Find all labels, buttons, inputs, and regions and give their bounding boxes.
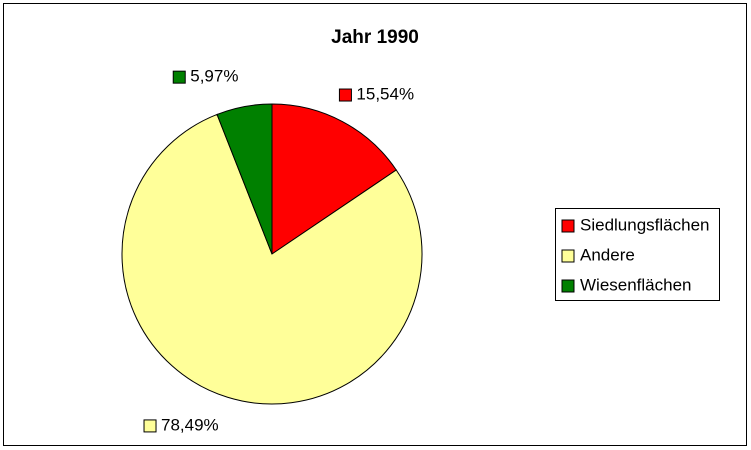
legend-label: Siedlungsflächen <box>580 215 709 234</box>
legend-label: Wiesenflächen <box>580 275 692 294</box>
data-label: 5,97% <box>190 67 238 86</box>
legend-box <box>555 208 720 301</box>
legend-swatch <box>561 249 575 263</box>
pie-slice <box>121 113 423 405</box>
pie-slice <box>216 103 273 255</box>
data-label-key <box>338 88 352 102</box>
pie-slice <box>271 103 397 255</box>
legend-swatch <box>561 219 575 233</box>
chart-title: Jahr 1990 <box>331 27 419 48</box>
legend-label: Andere <box>580 245 635 264</box>
data-label-key <box>172 70 186 84</box>
data-label-key <box>143 419 157 433</box>
legend-swatch <box>561 279 575 293</box>
data-label: 15,54% <box>356 85 414 104</box>
data-label: 78,49% <box>161 415 219 434</box>
